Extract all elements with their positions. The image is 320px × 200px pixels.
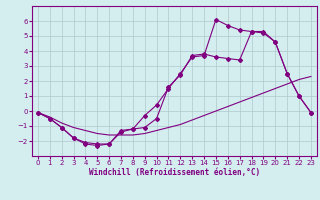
X-axis label: Windchill (Refroidissement éolien,°C): Windchill (Refroidissement éolien,°C)	[89, 168, 260, 177]
